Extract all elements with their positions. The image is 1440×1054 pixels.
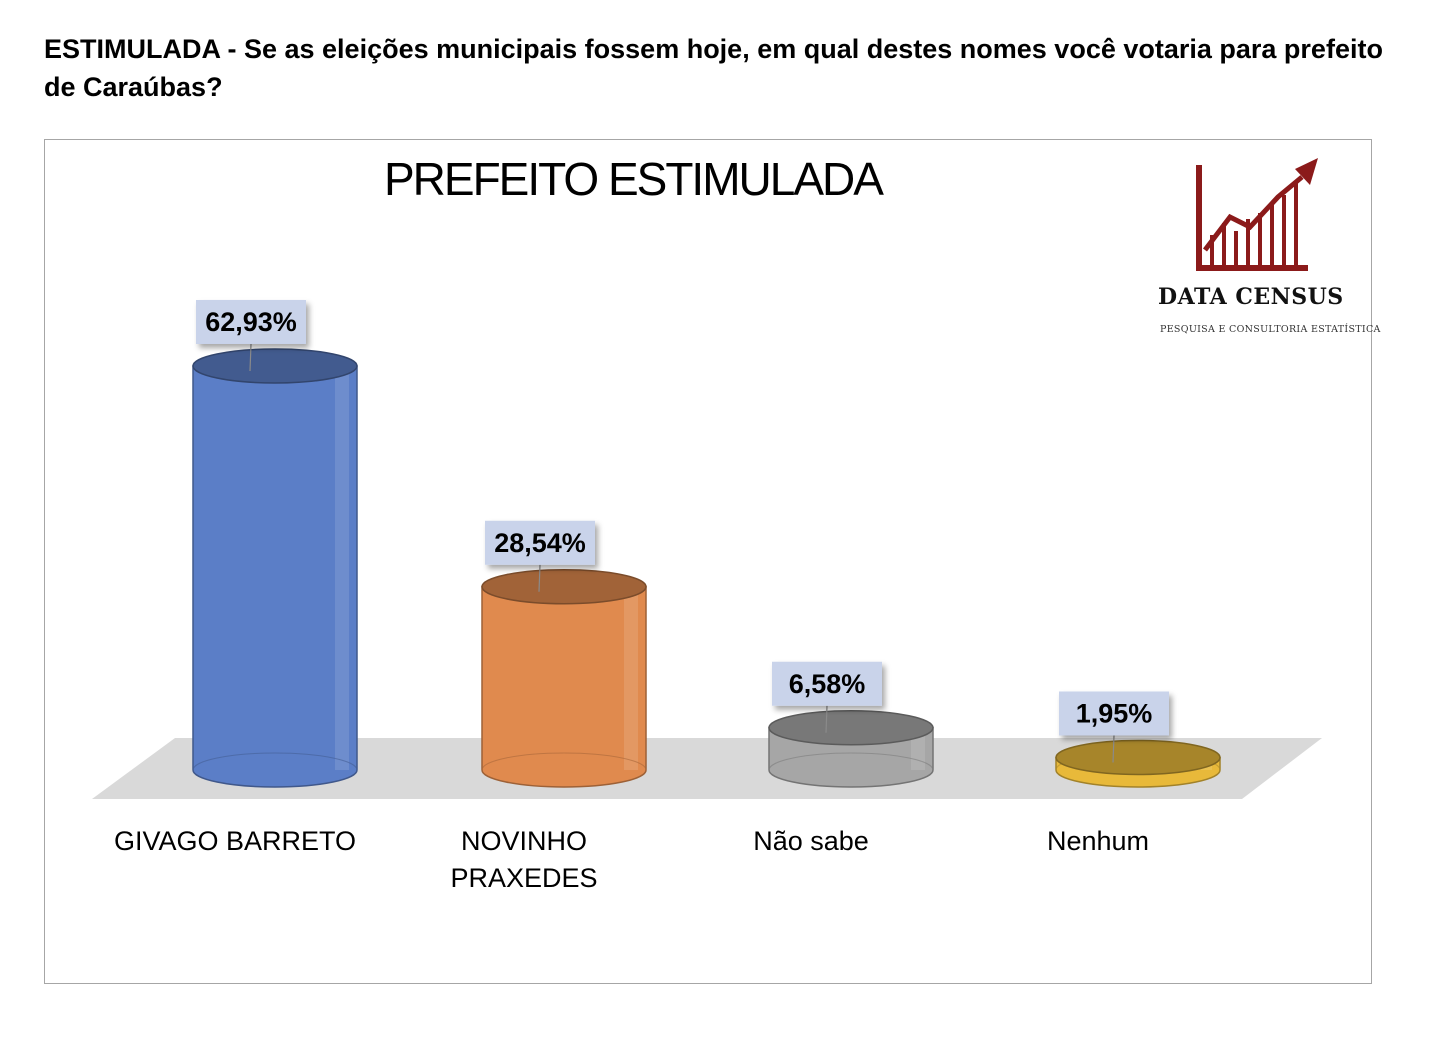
bar-top [481,569,647,605]
bar-1 [192,348,358,788]
bar-body [481,586,647,788]
bar-3 [768,710,934,788]
labels-group: 62,93% GIVAGO BARRETO 28,54% NOVINHO PRAXEDE… [114,299,1169,893]
category-label-2: NOVINHO PRAXEDES [450,826,597,893]
value-label-box [196,299,306,344]
bar-chart-rising-arrow-icon [1196,158,1318,271]
category-label-1: GIVAGO BARRETO [114,826,356,856]
bars-group [192,348,1221,788]
bar-4 [1055,739,1221,788]
leader-line [825,705,828,733]
value-label-3: 6,58% [772,661,882,733]
value-label-box [772,661,882,706]
value-label-box [485,520,595,565]
bar-top [192,348,358,384]
bar-body [192,365,358,788]
value-label-2: 28,54% [485,520,595,592]
value-label-text: 6,58% [789,669,866,699]
bar-highlight [335,365,349,770]
value-label-4: 1,95% [1059,691,1169,763]
bar-top [768,710,934,746]
bar-base-edge [481,752,647,771]
value-label-text: 1,95% [1076,698,1153,728]
chart-floor [92,738,1322,799]
leader-line [1112,735,1115,763]
bar-highlight [624,586,638,770]
category-label-3: Não sabe [753,826,869,856]
value-label-1: 62,93% [196,299,306,372]
survey-question: ESTIMULADA - Se as eleições municipais f… [44,34,1383,102]
logo-name: DATA CENSUS [1158,284,1344,310]
bar-top [1055,739,1221,776]
leader-line [249,343,252,372]
value-label-text: 28,54% [494,528,586,558]
value-label-box [1059,691,1169,736]
logo-tagline: PESQUISA E CONSULTORIA ESTATÍSTICA [1160,324,1381,335]
category-label-4: Nenhum [1047,826,1149,856]
value-label-text: 62,93% [205,307,297,337]
bar-base-edge [192,752,358,771]
bar-2 [481,569,647,788]
bar-base-edge [768,752,934,771]
leader-line [538,564,541,592]
chart-title: PREFEITO ESTIMULADA [384,153,884,205]
